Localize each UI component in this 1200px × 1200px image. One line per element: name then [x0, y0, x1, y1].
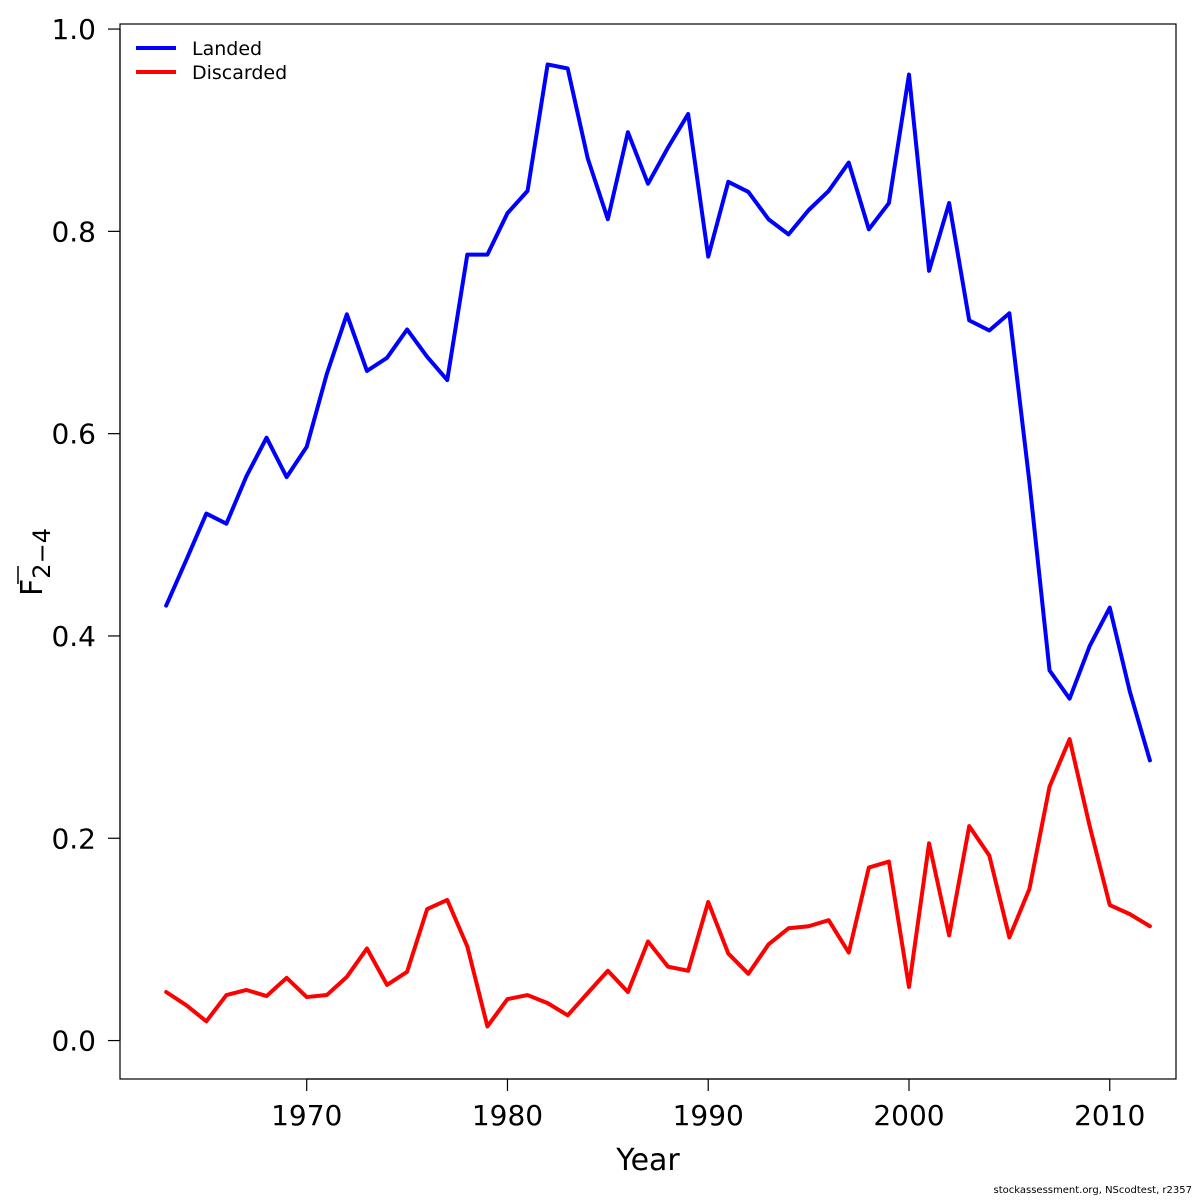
svg-text:F2−4: F2−4	[15, 528, 56, 596]
x-tick-label: 1970	[271, 1099, 342, 1132]
legend-label-discarded: Discarded	[192, 62, 287, 84]
y-axis-title: F2−4	[15, 528, 56, 596]
y-tick-label: 0.2	[51, 822, 96, 855]
series-layer	[164, 62, 1152, 1029]
x-axis: 1970 1980 1990 2000 2010	[271, 1078, 1145, 1132]
footer-credit: stockassessment.org, NScodtest, r2357	[993, 1185, 1193, 1196]
x-tick-label: 2010	[1074, 1099, 1145, 1132]
legend-label-landed: Landed	[192, 38, 262, 60]
y-tick-label: 0.6	[51, 418, 96, 451]
series-line-discarded	[164, 737, 1152, 1029]
y-tick-label: 0.8	[51, 215, 96, 248]
x-tick-label: 1980	[472, 1099, 543, 1132]
y-tick-label: 0.4	[51, 620, 96, 653]
y-axis: 0.0 0.2 0.4 0.6 0.8 1.0	[51, 13, 121, 1058]
x-tick-label: 1990	[673, 1099, 744, 1132]
x-axis-title: Year	[615, 1143, 680, 1178]
series-line-landed	[164, 62, 1152, 763]
y-axis-title-subscript: 2−4	[28, 528, 56, 579]
y-tick-label: 0.0	[51, 1025, 96, 1058]
y-tick-label: 1.0	[51, 13, 96, 46]
y-axis-title-main: F	[15, 579, 50, 596]
x-tick-label: 2000	[873, 1099, 944, 1132]
